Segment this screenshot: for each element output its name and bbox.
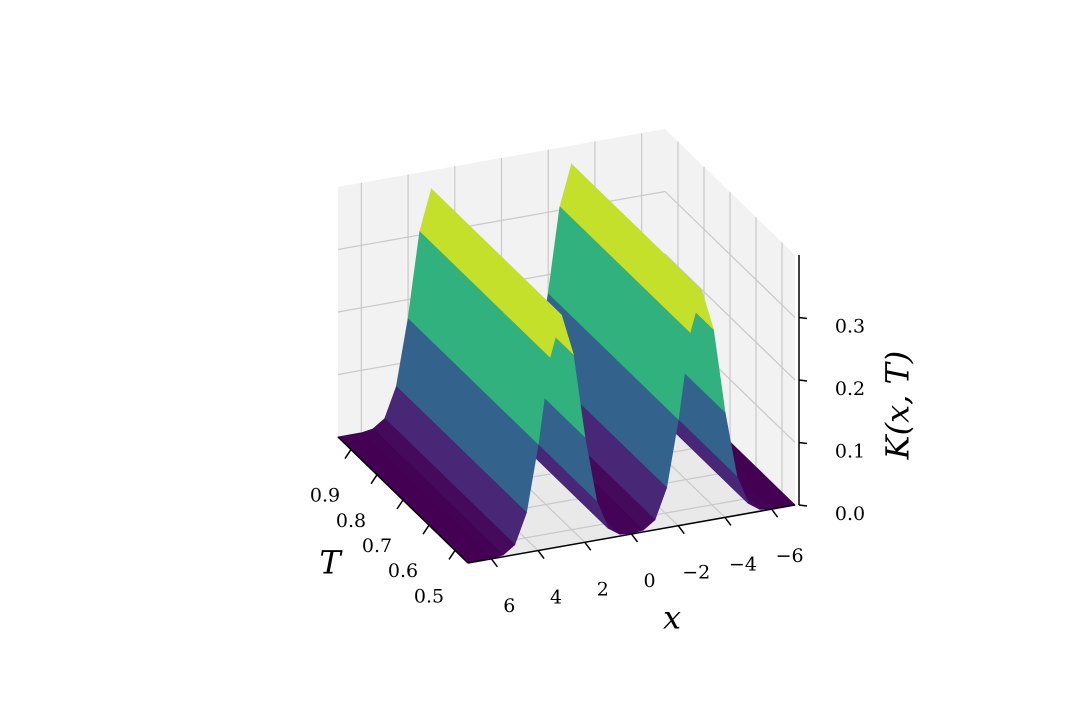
x-tick: [771, 508, 779, 518]
x-axis-label: x: [663, 599, 681, 637]
y-tick-label: 0.7: [362, 535, 392, 557]
y-tick: [344, 449, 352, 460]
x-axis: [467, 504, 796, 564]
z-tick: [798, 504, 808, 507]
x-tick: [584, 541, 592, 551]
y-tick: [370, 474, 378, 485]
x-tick-label: 0: [643, 570, 655, 592]
z-tick: [798, 379, 808, 382]
z-tick-label: 0.3: [835, 316, 865, 338]
surface: [337, 162, 796, 564]
grid-line: [664, 191, 796, 318]
x-tick: [630, 533, 639, 543]
y-tick: [396, 499, 404, 510]
y-axis: [337, 436, 469, 564]
y-tick: [448, 549, 456, 560]
grid-line: [664, 253, 796, 381]
x-tick-label: 6: [503, 595, 515, 617]
y-axis-label: T: [319, 544, 343, 582]
y-tick: [422, 524, 430, 535]
axes: −6 −4 −2 0 2 4 6 0.5 0.6 0.7 0.8 0.9 0.0 0.1 0.2 0.3: [310, 255, 865, 617]
z-axis-label: K(x, T): [879, 351, 917, 461]
y-tick-label: 0.8: [336, 510, 366, 532]
z-tick-label: 0.1: [835, 441, 865, 463]
x-tick: [677, 525, 685, 535]
grid-line: [337, 190, 666, 251]
x-tick-label: −6: [776, 545, 804, 567]
z-tick-label: 0.2: [835, 378, 865, 400]
x-tick: [724, 516, 732, 526]
x-tick-label: −2: [682, 562, 710, 584]
y-tick-label: 0.5: [414, 585, 444, 607]
y-tick-label: 0.9: [310, 485, 340, 507]
x-tick: [490, 558, 498, 568]
z-tick: [798, 441, 808, 445]
z-tick: [798, 316, 808, 320]
x-tick-label: 2: [597, 578, 609, 600]
y-tick-label: 0.6: [388, 560, 418, 582]
x-tick: [537, 550, 545, 560]
x-tick-label: −4: [729, 553, 757, 575]
z-tick-label: 0.0: [835, 503, 865, 525]
x-tick-label: 4: [550, 587, 562, 609]
